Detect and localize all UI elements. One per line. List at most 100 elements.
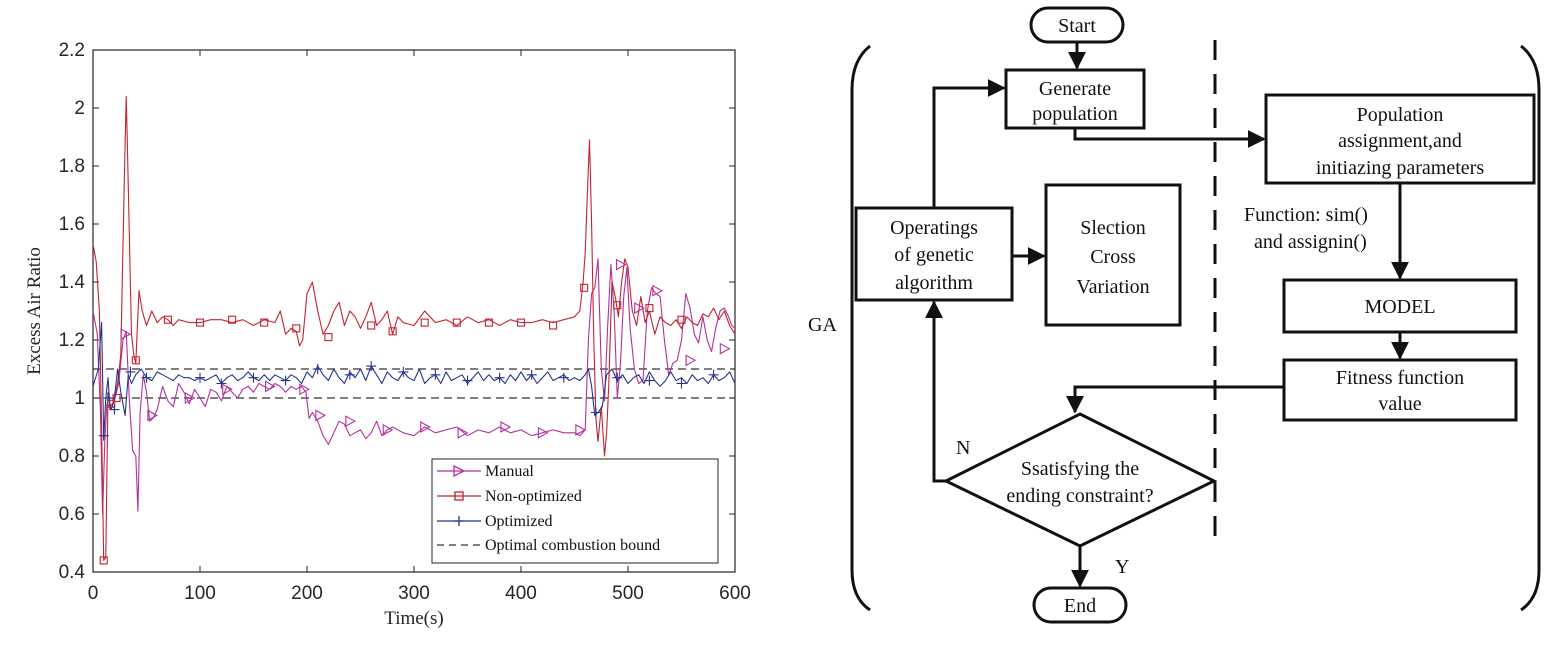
marker-optimized bbox=[280, 375, 291, 386]
no-branch-label: N bbox=[956, 437, 970, 459]
marker-optimized bbox=[526, 369, 537, 380]
ga-label: GA bbox=[808, 314, 837, 336]
marker-manual bbox=[615, 258, 627, 271]
population-assignment-line2: assignment,and bbox=[1338, 130, 1462, 152]
selection-line3: Variation bbox=[1076, 276, 1149, 298]
marker-non-optimized bbox=[452, 318, 461, 327]
y-tick-label: 1 bbox=[74, 388, 85, 409]
x-tick-label: 200 bbox=[291, 583, 323, 604]
legend-label-optimized: Optimized bbox=[485, 513, 553, 530]
start-label: Start bbox=[1058, 15, 1096, 37]
marker-manual bbox=[719, 342, 731, 355]
marker-non-optimized bbox=[484, 318, 493, 327]
marker-non-optimized bbox=[645, 304, 654, 313]
marker-optimized bbox=[590, 407, 601, 418]
marker-optimized bbox=[366, 361, 377, 372]
marker-optimized bbox=[676, 378, 687, 389]
marker-non-optimized bbox=[613, 301, 622, 310]
y-tick-label: 2 bbox=[74, 98, 85, 119]
decision-line1: Ssatisfying the bbox=[1021, 458, 1139, 480]
marker-non-optimized bbox=[549, 321, 558, 330]
y-tick-label: 0.8 bbox=[59, 446, 85, 467]
marker-optimized bbox=[398, 366, 409, 377]
genetic-operations-line3: algorithm bbox=[895, 272, 973, 294]
marker-optimized bbox=[312, 364, 323, 374]
marker-manual bbox=[537, 426, 549, 439]
series-line-non-optimized bbox=[92, 95, 736, 561]
marker-optimized bbox=[558, 372, 569, 383]
right-bracket bbox=[1520, 44, 1541, 612]
left-bracket bbox=[850, 44, 871, 612]
legend-label-non-optimized: Non-optimized bbox=[485, 488, 582, 505]
marker-non-optimized bbox=[420, 318, 429, 327]
marker-manual bbox=[382, 423, 394, 436]
marker-non-optimized bbox=[228, 315, 237, 324]
marker-manual bbox=[652, 284, 664, 297]
marker-optimized bbox=[494, 372, 505, 383]
marker-optimized bbox=[430, 369, 441, 380]
model-label: MODEL bbox=[1364, 296, 1435, 318]
series-line-manual bbox=[92, 258, 736, 515]
marker-manual bbox=[315, 409, 326, 422]
fitness-function-box bbox=[1282, 358, 1518, 422]
y-tick-label: 1.6 bbox=[59, 214, 85, 235]
marker-optimized bbox=[344, 369, 355, 380]
genetic-operations-line1: Operatings bbox=[890, 217, 978, 239]
population-assignment-line1: Population bbox=[1357, 104, 1444, 126]
generate-population-line2: population bbox=[1032, 103, 1118, 125]
arrow-decision-no-to-operations bbox=[925, 300, 946, 483]
x-tick-label: 0 bbox=[88, 583, 99, 604]
legend-marker-non-optimized bbox=[454, 491, 464, 501]
marker-optimized bbox=[708, 369, 719, 380]
x-tick-label: 400 bbox=[505, 583, 537, 604]
marker-manual bbox=[120, 328, 132, 341]
arrow-fitness-to-decision bbox=[1066, 385, 1284, 414]
marker-manual bbox=[345, 415, 356, 428]
y-axis-title: Excess Air Ratio bbox=[24, 247, 45, 375]
y-tick-label: 0.6 bbox=[59, 504, 85, 525]
generate-population-line1: Generate bbox=[1039, 78, 1111, 100]
generate-population-box bbox=[1004, 68, 1146, 130]
legend: Manual Non-optimized Optimized Optimal c… bbox=[431, 458, 719, 564]
genetic-operations-line2: of genetic bbox=[894, 244, 974, 266]
x-tick-label: 300 bbox=[398, 583, 430, 604]
marker-non-optimized bbox=[112, 393, 121, 403]
marker-non-optimized bbox=[131, 356, 140, 365]
marker-manual bbox=[184, 392, 196, 404]
legend-label-bound: Optimal combustion bound bbox=[485, 537, 660, 554]
function-label-line1: Function: sim() bbox=[1244, 204, 1368, 226]
function-label-line2: and assignin() bbox=[1254, 231, 1367, 253]
marker-non-optimized bbox=[163, 315, 172, 324]
marker-optimized bbox=[248, 372, 259, 383]
marker-non-optimized bbox=[677, 315, 686, 324]
legend-item-manual: Manual bbox=[437, 463, 534, 480]
selection-line2: Cross bbox=[1090, 246, 1136, 268]
legend-item-optimized: Optimized bbox=[437, 513, 553, 530]
marker-non-optimized bbox=[260, 318, 269, 327]
marker-non-optimized bbox=[516, 318, 526, 327]
marker-manual bbox=[265, 380, 276, 393]
x-axis-ticks: 0 100 200 300 400 500 600 bbox=[88, 50, 751, 604]
marker-optimized bbox=[195, 372, 205, 383]
legend-marker-optimized bbox=[454, 516, 464, 526]
x-tick-label: 500 bbox=[612, 583, 644, 604]
marker-optimized bbox=[102, 393, 113, 403]
marker-optimized bbox=[462, 375, 473, 386]
marker-non-optimized bbox=[195, 318, 205, 327]
arrow-operations-to-generate bbox=[932, 79, 1006, 208]
marker-manual bbox=[222, 383, 233, 396]
y-tick-label: 1.4 bbox=[59, 272, 86, 293]
y-tick-label: 0.4 bbox=[59, 562, 86, 583]
legend-marker-manual bbox=[453, 464, 466, 478]
marker-manual bbox=[685, 354, 697, 367]
marker-non-optimized bbox=[388, 327, 397, 336]
marker-optimized bbox=[216, 378, 227, 389]
decision-line2: ending constraint? bbox=[1006, 485, 1153, 507]
yes-branch-label: Y bbox=[1115, 556, 1129, 578]
x-tick-label: 600 bbox=[719, 583, 751, 604]
x-tick-label: 100 bbox=[184, 583, 216, 604]
fitness-function-line2: value bbox=[1378, 393, 1421, 415]
marker-optimized bbox=[109, 404, 120, 415]
arrow-generate-to-assignment bbox=[1073, 128, 1266, 148]
end-label: End bbox=[1064, 595, 1096, 617]
